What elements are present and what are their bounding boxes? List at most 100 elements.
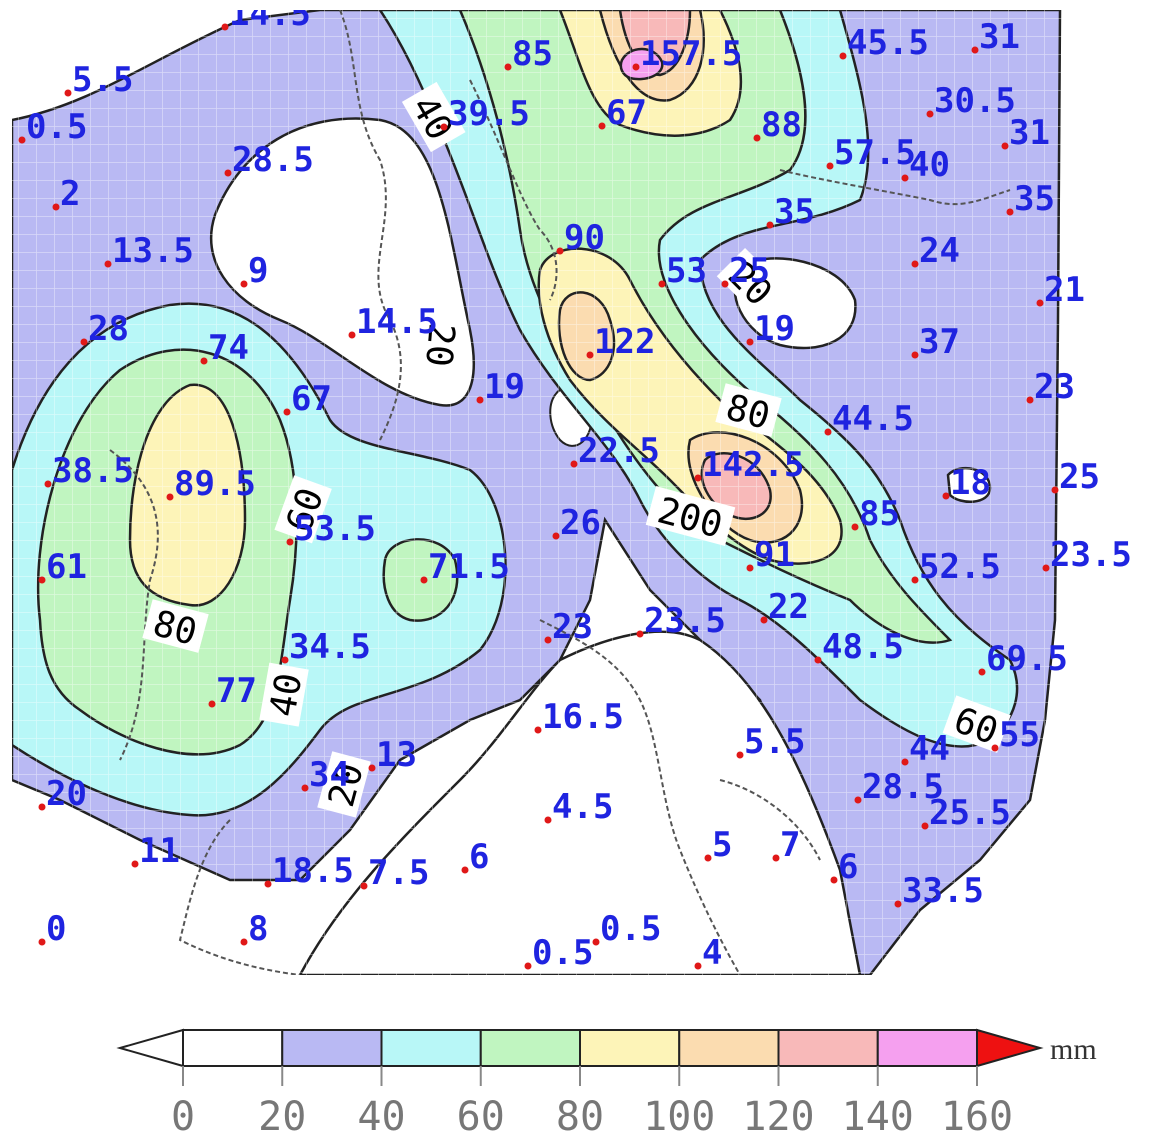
station-value: 38.5: [52, 451, 134, 491]
station-value: 19: [754, 309, 795, 349]
station-dot: [760, 616, 768, 624]
station: 28: [80, 309, 129, 349]
station: 13.5: [104, 231, 194, 271]
station-dot: [694, 962, 702, 970]
station: 57.5: [826, 133, 916, 173]
station: 33.5: [894, 871, 984, 911]
station: 5.5: [64, 60, 133, 100]
station: 157.5: [632, 34, 742, 74]
station-dot: [746, 338, 754, 346]
legend-under-arrow: [116, 1028, 184, 1068]
station-value: 7.5: [368, 853, 429, 893]
station-value: 6: [469, 837, 489, 877]
station-value: 91: [754, 535, 795, 575]
station: 85: [851, 494, 900, 534]
station: 31: [1001, 113, 1050, 153]
station-dot: [104, 260, 112, 268]
station-value: 67: [291, 379, 332, 419]
station-value: 142.5: [702, 445, 804, 485]
station-dot: [766, 221, 774, 229]
station-value: 53: [666, 251, 707, 291]
station: 28.5: [224, 140, 314, 180]
legend-tick-label: 160: [941, 1094, 1013, 1140]
station-value: 45.5: [847, 23, 929, 63]
station-value: 35: [1014, 179, 1055, 219]
station-dot: [348, 331, 356, 339]
station-dot: [52, 203, 60, 211]
legend-band: [777, 1029, 879, 1067]
station-dot: [200, 357, 208, 365]
station-dot: [38, 938, 46, 946]
station-dot: [586, 351, 594, 359]
station: 69.5: [978, 639, 1068, 679]
station-value: 4: [702, 933, 722, 973]
station: 34.5: [281, 627, 371, 667]
station: 0.5: [18, 107, 87, 147]
station-dot: [281, 656, 289, 664]
station-value: 20: [46, 774, 87, 814]
station: 90: [556, 218, 605, 258]
station-dot: [854, 796, 862, 804]
station: 13: [368, 735, 417, 775]
station: 18: [942, 463, 991, 503]
station-dot: [240, 938, 248, 946]
station: 6: [830, 847, 858, 887]
admin-borders: [109, 10, 1011, 975]
station-value: 14.5: [229, 0, 311, 34]
station-dot: [592, 938, 600, 946]
station: 28.5: [854, 767, 944, 807]
station-dot: [504, 63, 512, 71]
station: 25: [721, 251, 770, 291]
station-value: 34: [309, 755, 350, 795]
station: 44.5: [824, 399, 914, 439]
station-dot: [1051, 486, 1059, 494]
station-value: 0: [46, 909, 66, 949]
station: 19: [746, 309, 795, 349]
station: 25.5: [921, 793, 1011, 833]
station-dot: [264, 880, 272, 888]
station-dot: [221, 23, 229, 31]
station: 85: [504, 34, 553, 74]
station-dot: [570, 460, 578, 468]
legend-bands: [182, 1029, 978, 1067]
station-value: 25: [729, 251, 770, 291]
station: 142.5: [694, 445, 804, 485]
station: 23: [544, 607, 593, 647]
station-dot: [598, 122, 606, 130]
station-value: 22: [768, 587, 809, 627]
station-dot: [926, 110, 934, 118]
station-dot: [368, 764, 376, 772]
station-value: 23: [1034, 367, 1075, 407]
station-value: 25.5: [929, 793, 1011, 833]
station-dot: [1036, 299, 1044, 307]
legend-tick-label: 120: [742, 1094, 814, 1140]
station: 45.5: [839, 23, 929, 63]
station-dot: [208, 700, 216, 708]
station-dot: [131, 860, 139, 868]
station: 67: [598, 93, 647, 133]
station: 23.5: [636, 601, 726, 641]
station: 35: [1006, 179, 1055, 219]
station-dot: [746, 564, 754, 572]
legend-tick-label: 20: [258, 1094, 306, 1140]
station-dot: [544, 636, 552, 644]
station-value: 28.5: [232, 140, 314, 180]
station: 71.5: [420, 547, 510, 587]
legend-band: [182, 1029, 284, 1067]
contour-label: 40: [259, 662, 310, 727]
station-value: 13: [376, 735, 417, 775]
station-value: 0.5: [600, 909, 661, 949]
station: 35: [766, 192, 815, 232]
station-dot: [283, 408, 291, 416]
legend-band: [281, 1029, 383, 1067]
station-dot: [552, 532, 560, 540]
station-dot: [942, 492, 950, 500]
legend-over-arrow: [976, 1028, 1044, 1068]
station-dot: [461, 866, 469, 874]
station-dot: [826, 162, 834, 170]
station-value: 85: [512, 34, 553, 74]
legend-band: [876, 1029, 978, 1067]
station: 38.5: [44, 451, 134, 491]
station: 31: [971, 17, 1020, 57]
